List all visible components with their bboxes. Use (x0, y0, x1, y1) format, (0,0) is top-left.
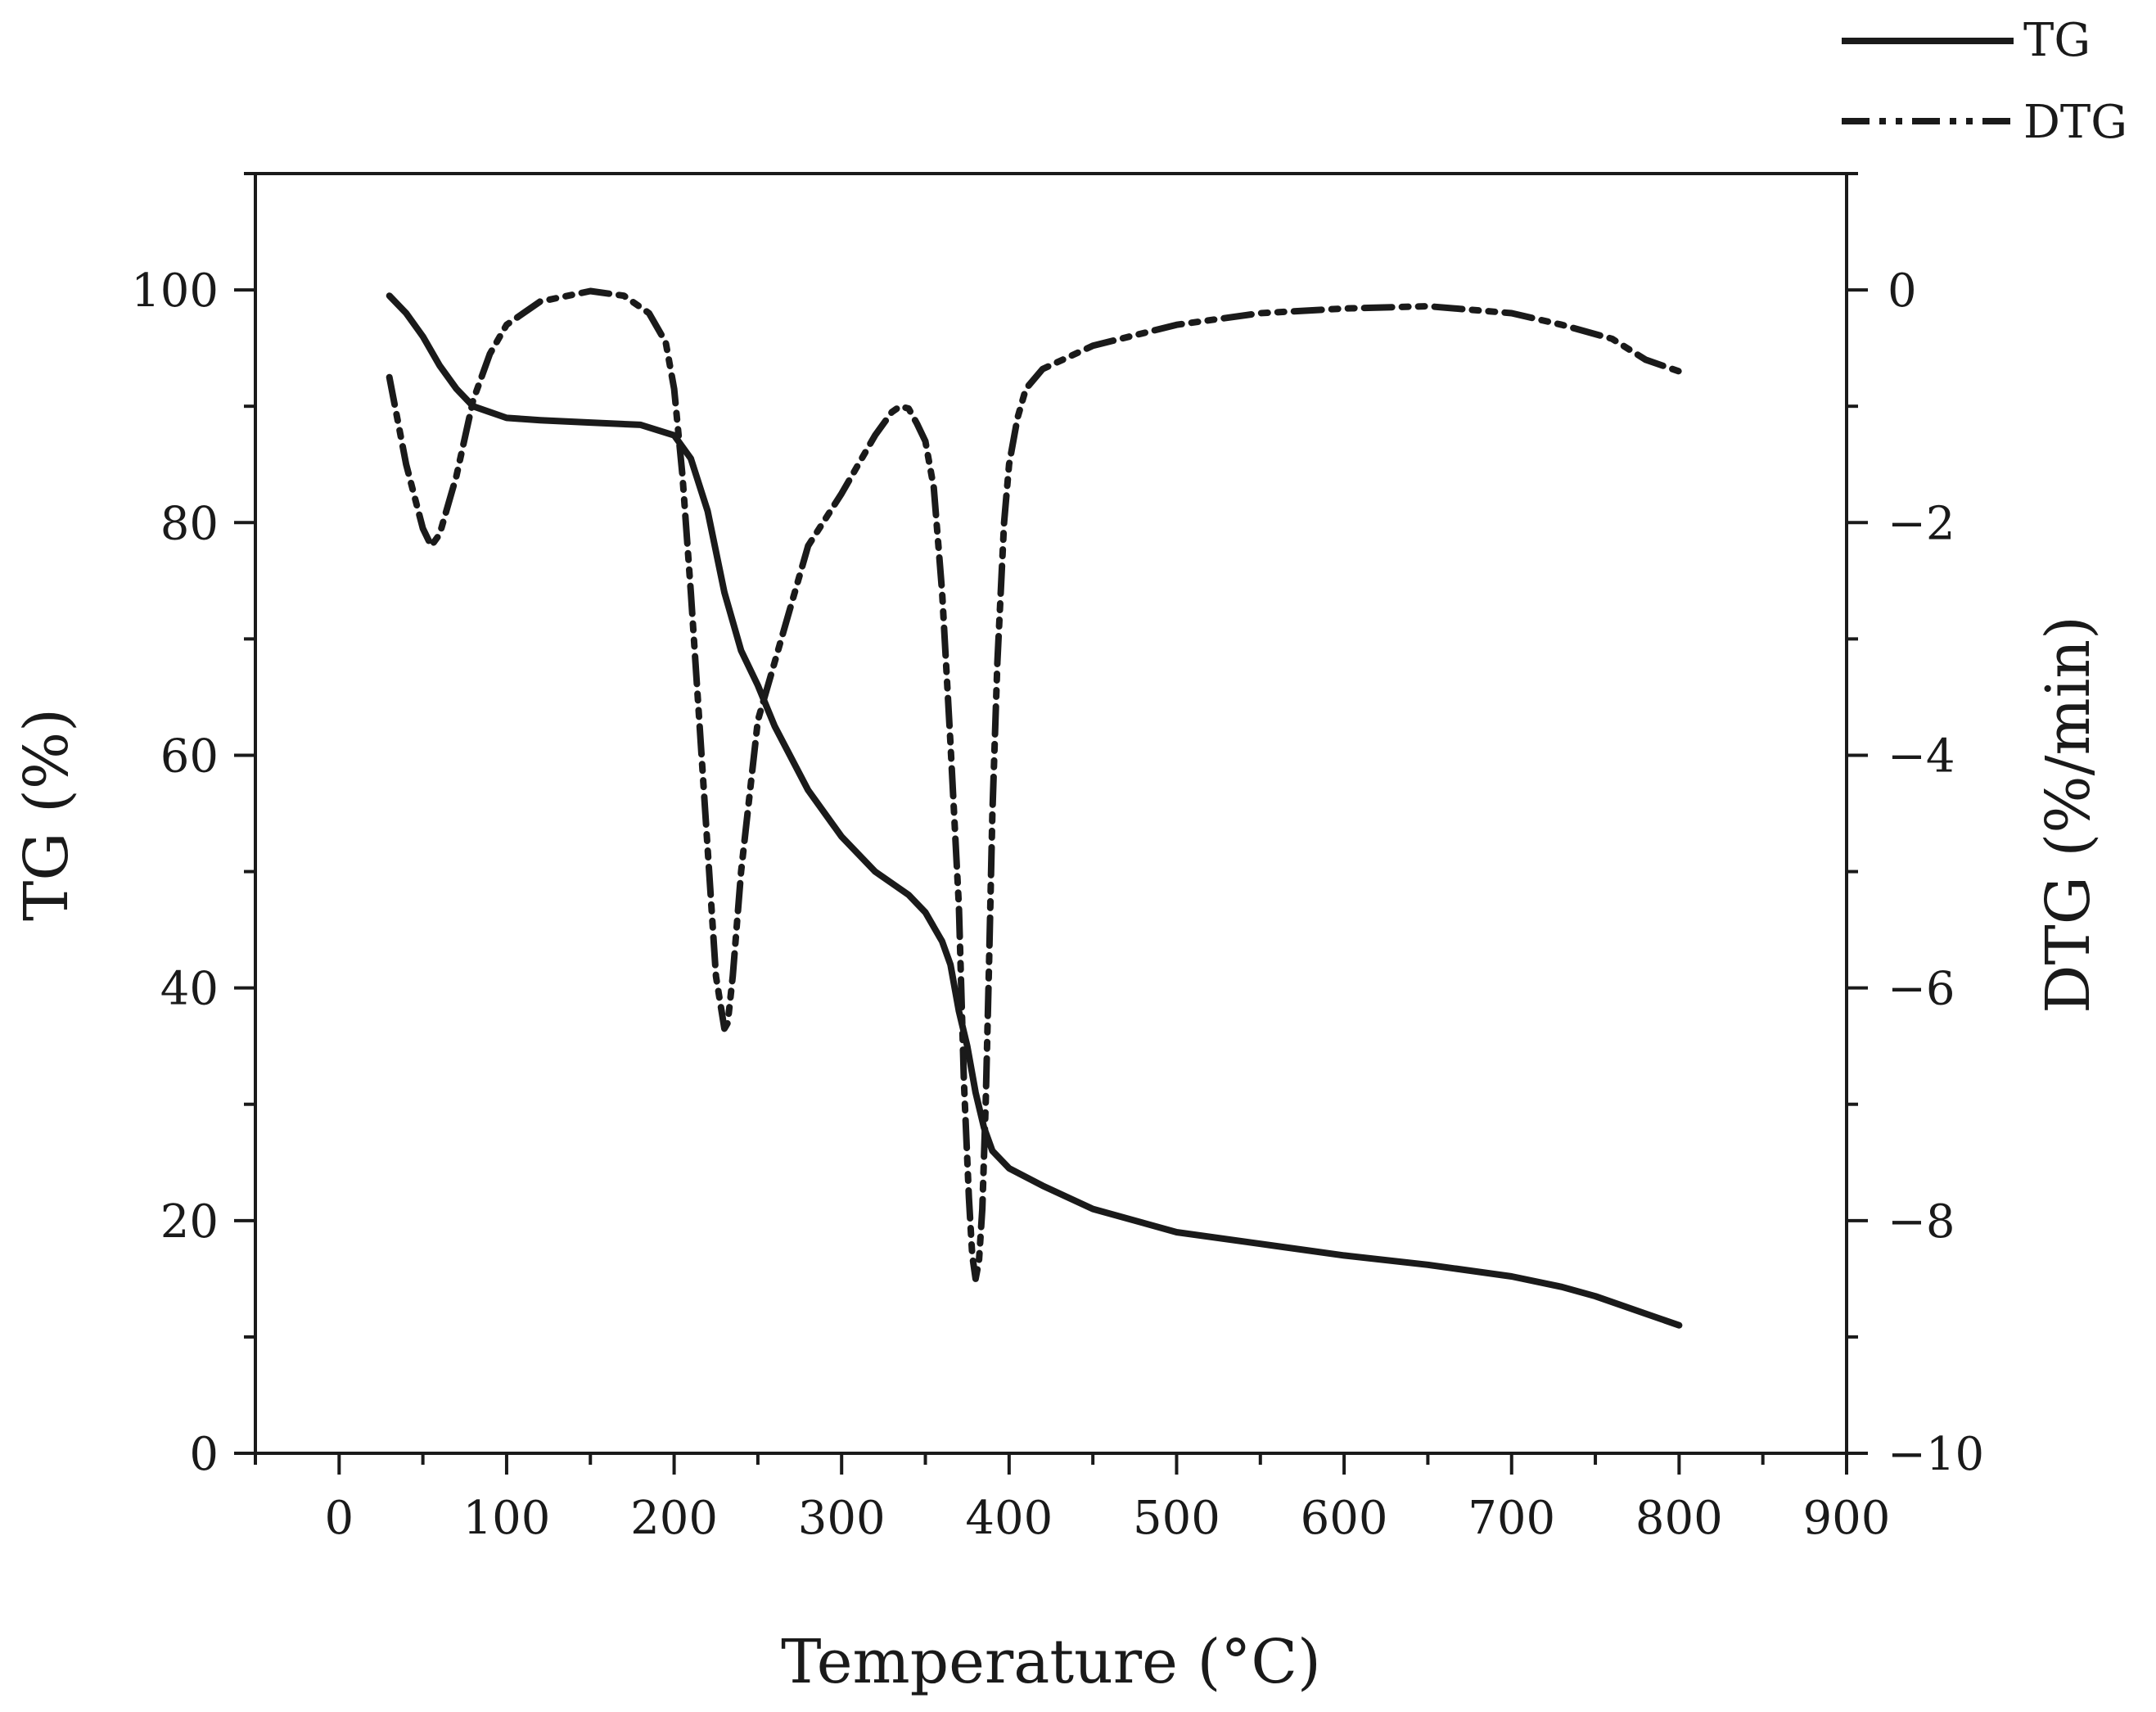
y-tick-label: 40 (160, 963, 219, 1016)
x-axis-title: Temperature (°C) (781, 1627, 1321, 1697)
y2-tick-label: −8 (1888, 1195, 1955, 1249)
y-tick-label: 100 (131, 264, 219, 318)
y-tick-label: 80 (160, 497, 219, 550)
series-line-dtg (386, 287, 1683, 1282)
y2-tick-label: 0 (1888, 264, 1917, 318)
x-tick-label: 200 (630, 1492, 718, 1545)
y2-tick-label: −10 (1888, 1428, 1984, 1481)
y-tick-label: 0 (189, 1428, 219, 1481)
y2-tick-label: −6 (1888, 963, 1955, 1016)
legend-label-dtg: DTG (2023, 96, 2127, 149)
x-tick-label: 700 (1468, 1492, 1555, 1545)
legend-label-tg: TG (2023, 14, 2091, 67)
x-tick-label: 400 (965, 1492, 1053, 1545)
y2-axis-title: DTG (%/min) (2033, 616, 2104, 1014)
y-tick-label: 60 (160, 730, 219, 783)
y-axis-title: TG (%) (11, 708, 82, 921)
series-layer (386, 287, 1683, 1329)
x-tick-label: 300 (798, 1492, 886, 1545)
ticks-layer: 0 100 200 300 400 500 600 700 800 900 0 20 40 60 80 100… (131, 172, 1984, 1545)
x-tick-label: 800 (1635, 1492, 1723, 1545)
series-line-tg (386, 292, 1683, 1329)
y2-tick-label: −4 (1888, 730, 1955, 783)
x-tick-label: 900 (1803, 1492, 1891, 1545)
y-tick-label: 20 (160, 1195, 219, 1249)
y2-tick-label: −2 (1888, 497, 1955, 550)
x-tick-label: 100 (463, 1492, 551, 1545)
legend: TG DTG (1842, 14, 2127, 149)
x-tick-label: 600 (1301, 1492, 1388, 1545)
plot-frame (254, 172, 1848, 1455)
x-tick-label: 0 (324, 1492, 354, 1545)
x-tick-label: 500 (1133, 1492, 1220, 1545)
